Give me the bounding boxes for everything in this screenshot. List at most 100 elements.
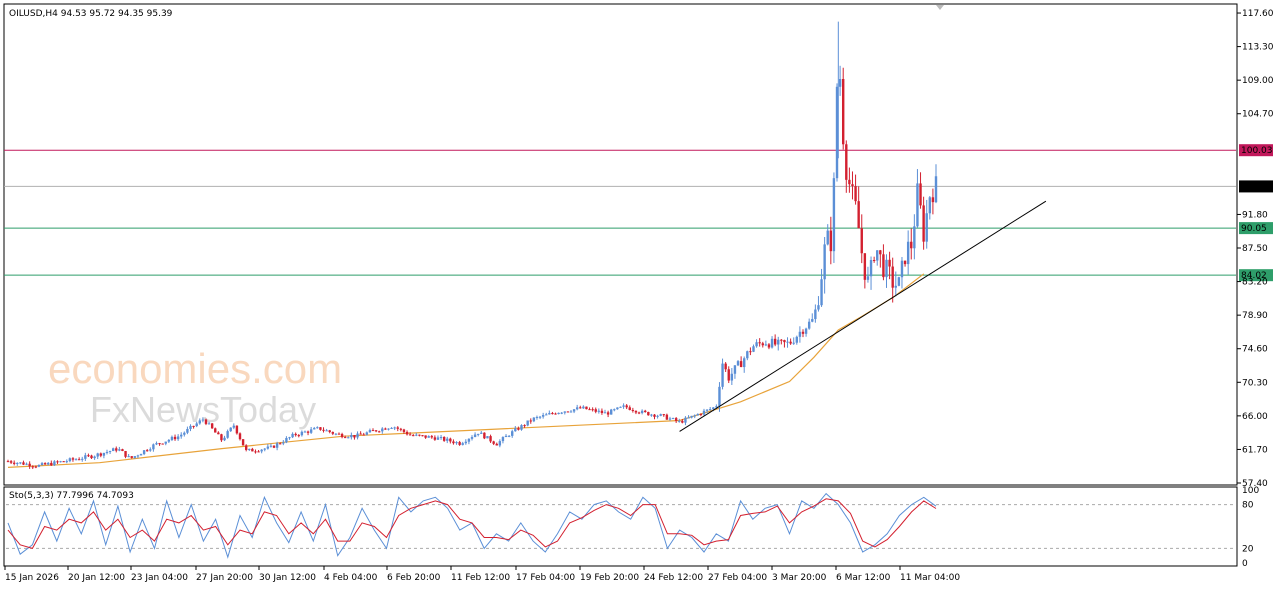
candle-body — [189, 425, 192, 429]
candle-body — [421, 435, 424, 437]
candle-body — [566, 411, 570, 413]
y-tick-label: 104.70 — [1242, 110, 1274, 120]
candle-body — [325, 430, 328, 432]
candle-body — [671, 418, 675, 420]
candle-body — [526, 420, 529, 426]
candle-body — [180, 434, 183, 437]
x-tick-label: 3 Mar 20:00 — [772, 573, 827, 583]
stoch-tick-label: 20 — [1242, 544, 1254, 554]
candle-body — [804, 328, 808, 334]
main-panel-frame — [3, 3, 1238, 486]
trendline-group — [679, 200, 1047, 432]
candle-body — [616, 407, 619, 410]
candle-body — [87, 455, 90, 457]
candle-body — [780, 339, 783, 341]
candle-body — [328, 430, 331, 433]
candle-body — [192, 425, 195, 427]
candle-body — [888, 259, 891, 267]
candle-body — [34, 466, 38, 468]
level-tag — [1239, 269, 1273, 282]
y-tick-label: 109.00 — [1242, 76, 1274, 86]
x-tick-label: 27 Feb 04:00 — [708, 573, 767, 583]
candle-body — [362, 434, 365, 436]
candle-body — [71, 458, 75, 460]
candle-body — [415, 434, 418, 436]
candle-body — [186, 428, 189, 433]
candle-body — [736, 361, 740, 366]
candle-body — [529, 420, 532, 422]
level-label: 100.03 — [1241, 146, 1273, 156]
candle-body — [653, 414, 656, 417]
candle-body — [606, 412, 610, 415]
candle-body — [31, 466, 34, 468]
candle-body — [668, 418, 672, 420]
candle-body — [687, 417, 690, 419]
candle-body — [730, 373, 734, 381]
x-tick-label: 4 Feb 04:00 — [324, 573, 378, 583]
candle-body — [501, 437, 505, 442]
candle-body — [359, 433, 362, 435]
level-label: 90.05 — [1241, 224, 1267, 234]
candle-body — [866, 276, 870, 280]
candle-body — [90, 455, 93, 459]
y-tick-label: 66.00 — [1242, 412, 1268, 422]
horizontal-levels: 100.03 95.39 90.05 84.02 — [4, 144, 1273, 282]
candle-body — [47, 462, 50, 465]
candle-body — [541, 415, 545, 417]
candle-body — [517, 428, 520, 430]
candle-body — [767, 344, 771, 348]
candle-body — [316, 427, 319, 429]
candle-body — [644, 410, 647, 412]
candle-body — [681, 420, 684, 423]
candle-body — [161, 443, 164, 445]
candle-body — [613, 409, 616, 411]
candle-body — [507, 435, 511, 437]
candle-body — [603, 412, 607, 414]
candle-body — [442, 436, 446, 441]
candle-body — [155, 443, 158, 445]
candle-body — [498, 441, 502, 446]
candle-body — [838, 78, 842, 87]
candle-body — [195, 423, 198, 427]
candle-body — [588, 409, 591, 411]
candle-body — [102, 452, 106, 456]
x-tick-label: 17 Feb 04:00 — [516, 573, 575, 583]
y-tick-label: 61.70 — [1242, 445, 1268, 455]
candle-body — [872, 260, 876, 262]
candle-body — [579, 407, 582, 409]
candle-body — [275, 443, 279, 448]
candle-body — [464, 441, 468, 444]
candle-body — [81, 458, 84, 460]
candle-body — [266, 446, 270, 449]
candle-body — [476, 433, 480, 435]
candle-body — [795, 336, 798, 343]
candle-body — [773, 338, 777, 345]
candle-body — [931, 197, 935, 203]
candle-body — [545, 414, 548, 416]
candle-body — [560, 412, 563, 414]
candle-body — [724, 363, 727, 370]
candle-body — [523, 425, 526, 427]
candle-body — [910, 241, 913, 249]
candle-body — [640, 410, 644, 414]
candle-body — [548, 413, 551, 415]
candle-body — [108, 451, 112, 453]
candle-body — [378, 431, 381, 433]
watermark-fxnewstoday: FxNewsToday — [90, 389, 316, 430]
candle-body — [458, 442, 461, 445]
candle-body — [238, 433, 242, 440]
candle-body — [829, 230, 833, 252]
candle-body — [43, 463, 47, 465]
candle-body — [167, 439, 171, 442]
candle-body — [418, 434, 421, 436]
candle-body — [170, 436, 174, 440]
candle-body — [814, 309, 817, 320]
candle-body — [294, 433, 297, 436]
candle-body — [269, 445, 273, 447]
candle-body — [9, 461, 13, 463]
candle-body — [792, 342, 795, 344]
candle-body — [783, 340, 786, 343]
candle-body — [801, 331, 805, 334]
candle-body — [449, 438, 452, 442]
